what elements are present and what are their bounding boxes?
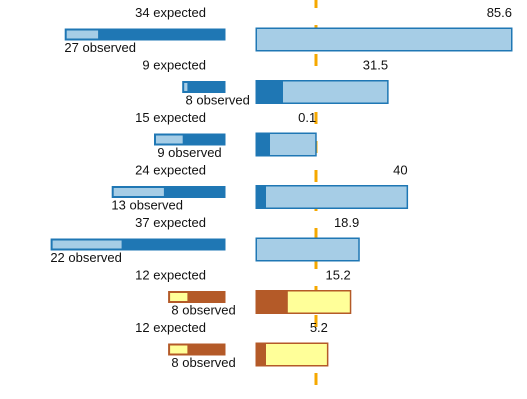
expected-bar xyxy=(168,343,226,356)
expected-bar xyxy=(154,133,226,146)
score-label: 0.1 xyxy=(298,110,316,125)
score-highlight xyxy=(287,291,350,313)
expected-label: 34 expected xyxy=(135,5,206,20)
observed-label: 8 observed xyxy=(171,303,235,318)
missing-bar xyxy=(184,83,188,91)
score-highlight xyxy=(266,186,407,208)
score-label: 31.5 xyxy=(363,58,388,73)
observed-label: 8 observed xyxy=(186,93,250,108)
expected-label: 12 expected xyxy=(135,320,206,335)
expected-label: 37 expected xyxy=(135,215,206,230)
score-highlight xyxy=(257,29,511,50)
expected-bar xyxy=(168,291,226,303)
expected-bar xyxy=(111,186,226,198)
observed-label: 27 observed xyxy=(64,40,136,55)
observed-label: 8 observed xyxy=(171,355,235,370)
expected-bar xyxy=(182,81,226,93)
expected-label: 9 expected xyxy=(142,58,206,73)
missing-bar xyxy=(66,30,99,39)
score-highlight xyxy=(266,344,327,365)
observed-label: 9 observed xyxy=(157,145,221,160)
observed-label: 22 observed xyxy=(50,250,122,265)
expected-bar xyxy=(50,238,226,251)
expected-label: 24 expected xyxy=(135,163,206,178)
missing-bar xyxy=(113,188,164,196)
score-highlight xyxy=(270,134,316,155)
score-highlight xyxy=(257,239,359,260)
expected-bar xyxy=(64,28,226,41)
score-label: 5.2 xyxy=(310,320,328,335)
score-label: 85.6 xyxy=(487,5,512,20)
missing-bar xyxy=(156,135,183,144)
observed-label: 13 observed xyxy=(111,198,183,213)
score-label: 18.9 xyxy=(334,215,359,230)
expected-label: 12 expected xyxy=(135,268,206,283)
expected-label: 15 expected xyxy=(135,110,206,125)
missing-bar xyxy=(170,293,188,301)
score-label: 15.2 xyxy=(325,268,350,283)
score-highlight xyxy=(283,81,388,103)
missing-bar xyxy=(52,240,122,249)
missing-bar xyxy=(170,345,188,354)
score-label: 40 xyxy=(393,163,407,178)
